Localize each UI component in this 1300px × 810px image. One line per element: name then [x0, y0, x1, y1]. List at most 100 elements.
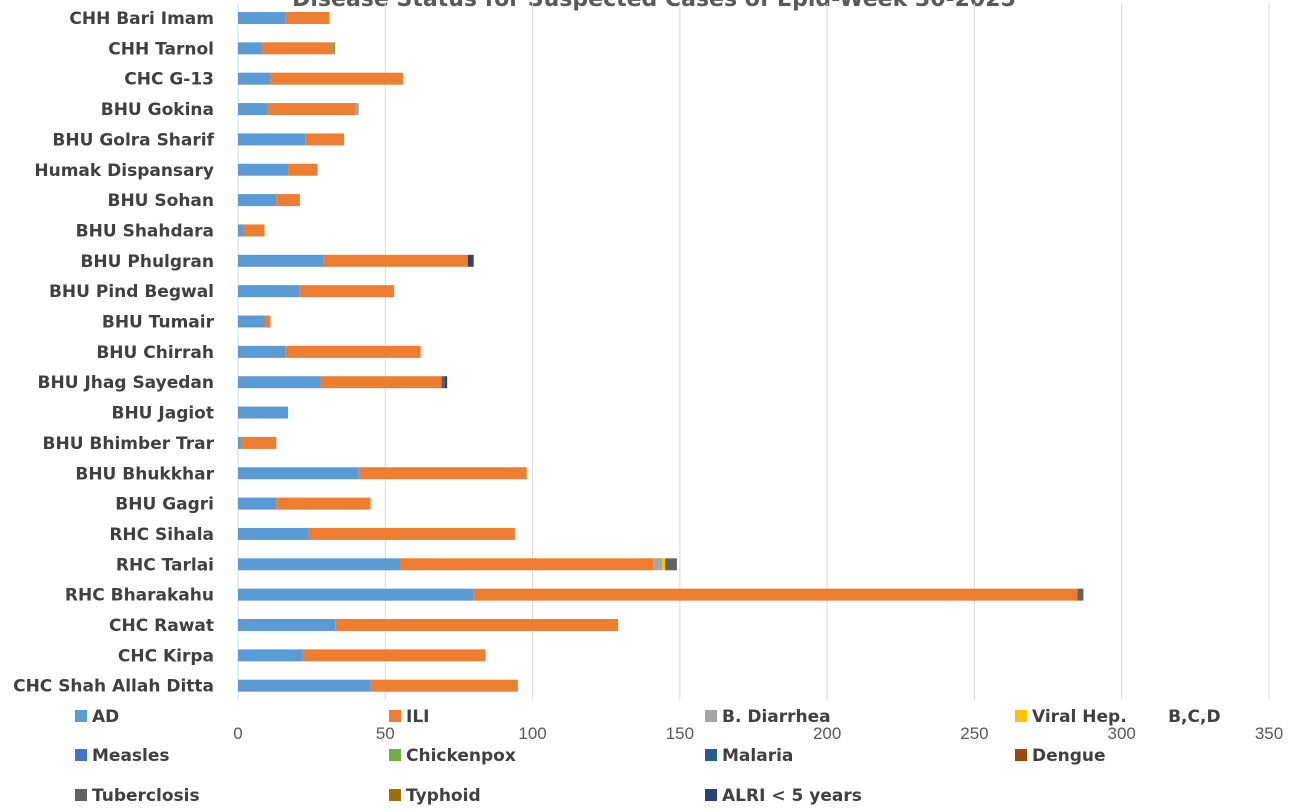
bar-segment	[400, 558, 654, 571]
category-label: RHC Bharakahu	[65, 586, 214, 606]
category-label: Humak Dispansary	[34, 161, 214, 181]
category-label: BHU Bhukkhar	[75, 464, 214, 484]
bar-segment	[473, 588, 1078, 601]
category-label: BHU Chirrah	[96, 343, 214, 363]
category-label: RHC Tarlai	[116, 555, 214, 575]
x-tick-label: 50	[376, 724, 395, 743]
legend-swatch	[705, 749, 717, 761]
legend-swatch	[705, 789, 717, 801]
category-label: BHU Jhag Sayedan	[38, 373, 214, 393]
bar-segment	[288, 163, 318, 176]
x-tick-label: 350	[1255, 724, 1283, 743]
bar-segment	[358, 467, 527, 480]
x-tick-label: 0	[233, 724, 242, 743]
bar-segment	[240, 436, 277, 449]
category-label: BHU Sohan	[107, 191, 214, 211]
bar-segment	[323, 254, 468, 267]
legend-swatch	[389, 710, 401, 722]
category-label: CHC Shah Allah Ditta	[13, 677, 214, 697]
legend-label: Typhoid	[406, 786, 481, 806]
bar-segment	[238, 163, 289, 176]
bar-segment	[238, 649, 303, 662]
category-label: BHU Pind Begwal	[49, 282, 214, 302]
bar-segment	[238, 285, 300, 298]
x-tick-labels: 0 50 100 150 200 250 300 350	[233, 724, 1283, 743]
legend-swatch	[705, 710, 717, 722]
bar-segment	[238, 588, 474, 601]
category-label: BHU Bhimber Trar	[43, 434, 215, 454]
bar-segment	[238, 12, 286, 24]
bar-segment	[320, 376, 442, 389]
category-label: BHU Gagri	[115, 495, 214, 515]
bar-segment	[665, 558, 677, 571]
bar-segment	[335, 619, 618, 631]
legend-label: Viral Hep. B,C,D	[1032, 707, 1221, 727]
bar-segment	[238, 133, 306, 146]
legend-label: ALRI < 5 years	[722, 786, 862, 806]
category-label: BHU Gokina	[101, 100, 214, 120]
bar-segment	[238, 345, 286, 358]
bar-segment	[1077, 588, 1084, 601]
legend-swatch	[75, 710, 87, 722]
bar-segment	[267, 103, 356, 116]
bar-segment	[276, 194, 300, 207]
category-label: BHU Shahdara	[76, 221, 214, 241]
bar-segment	[285, 12, 330, 24]
bar-segment	[299, 285, 395, 298]
category-label: BHU Jagiot	[111, 404, 214, 424]
legend-swatch	[1015, 710, 1027, 722]
bar-segment	[238, 315, 265, 328]
bar-segment	[302, 649, 486, 662]
x-tick-label: 150	[666, 724, 694, 743]
category-label: CHH Bari Imam	[69, 9, 214, 29]
bar-segment	[238, 679, 371, 692]
legend-swatch	[389, 789, 401, 801]
bar-segment	[264, 315, 271, 328]
bar-segment	[243, 224, 265, 237]
legend-label: AD	[92, 707, 119, 727]
category-label: BHU Phulgran	[80, 252, 214, 272]
legend-label: Tuberclosis	[92, 786, 200, 806]
category-label: CHH Tarnol	[108, 39, 214, 59]
bar-segment	[238, 376, 321, 389]
bar-segment	[276, 497, 371, 510]
legend-swatch	[75, 749, 87, 761]
x-tick-label: 300	[1108, 724, 1136, 743]
legend-swatch	[389, 749, 401, 761]
bar-segment	[308, 527, 515, 540]
legend-label: Dengue	[1032, 746, 1106, 766]
bar-segment	[261, 42, 333, 55]
category-label: BHU Tumair	[102, 313, 215, 333]
category-label: CHC G-13	[124, 70, 214, 90]
bar-segment	[270, 72, 403, 85]
bar-segment	[238, 254, 324, 267]
bar-segment	[238, 467, 359, 480]
category-label: BHU Golra Sharif	[52, 130, 214, 150]
bar-segment	[238, 406, 289, 419]
bar-segment	[441, 376, 445, 389]
bar-segment	[238, 72, 271, 85]
legend-swatch	[75, 789, 87, 801]
bar-segment	[467, 254, 474, 267]
x-tick-label: 250	[960, 724, 988, 743]
bar-segment	[332, 42, 336, 55]
legend-label: B. Diarrhea	[722, 707, 831, 727]
bar-segment	[355, 103, 359, 116]
category-label: CHC Rawat	[109, 616, 214, 636]
x-tick-label: 100	[518, 724, 546, 743]
bar-segment	[238, 527, 309, 540]
x-tick-label: 200	[813, 724, 841, 743]
bar-segment	[662, 558, 666, 571]
legend-label: ILI	[406, 707, 429, 727]
bars	[238, 12, 1084, 692]
chart-title: Disease Status for Suspected Cases of Ep…	[292, 0, 1016, 12]
legend-label: Chickenpox	[406, 746, 516, 766]
bar-segment	[370, 679, 518, 692]
bar-segment	[238, 42, 262, 55]
bar-segment	[238, 194, 277, 207]
bar-segment	[238, 497, 277, 510]
legend: AD ILI B. Diarrhea Viral Hep. B,C,D Measles C…	[75, 707, 1221, 806]
